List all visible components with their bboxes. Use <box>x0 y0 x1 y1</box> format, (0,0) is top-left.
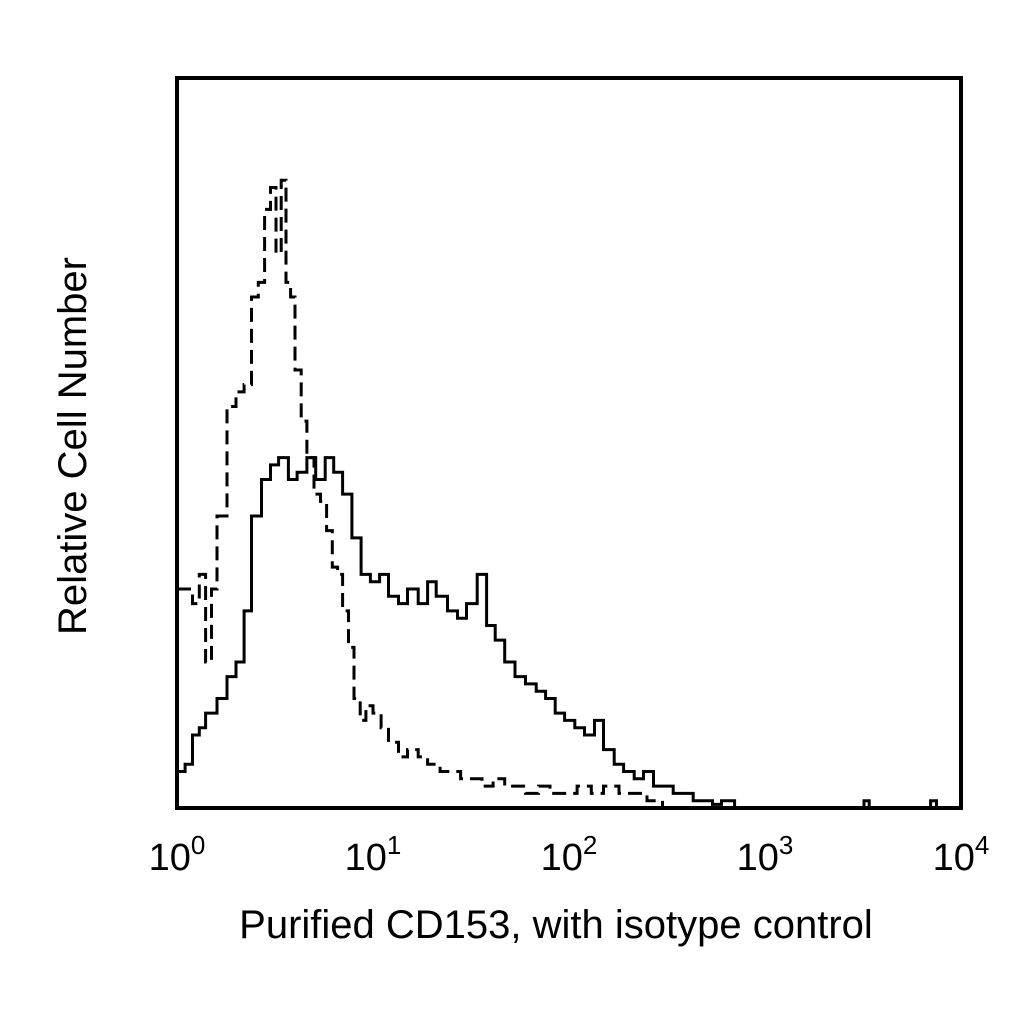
isotype-control-histogram <box>177 178 664 808</box>
x-tick-label-0: 100 <box>149 830 206 879</box>
plot-frame <box>175 76 963 810</box>
x-axis-label: Purified CD153, with isotype control <box>239 903 873 947</box>
x-tick-label-3: 103 <box>737 830 794 879</box>
plot-area <box>177 178 938 810</box>
y-axis-label: Relative Cell Number <box>51 257 95 635</box>
x-tick-label-2: 102 <box>541 830 598 879</box>
x-tick-label-1: 101 <box>345 830 402 879</box>
cd153-histogram <box>177 456 938 810</box>
x-tick-labels: 100 101 102 103 104 <box>149 830 990 879</box>
x-tick-label-4: 104 <box>933 830 990 879</box>
